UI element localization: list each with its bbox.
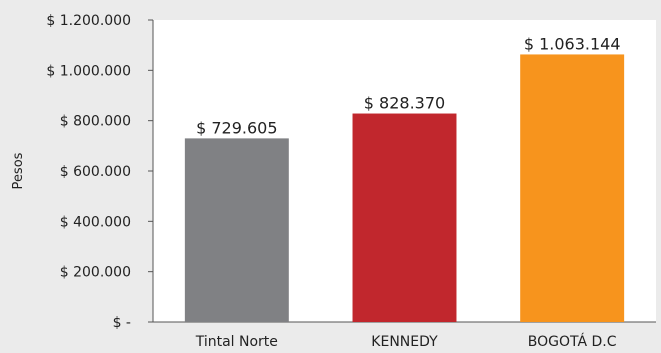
y-ticks: $ - $ 200.000 $ 400.000 $ 600.000 $ 800.000 $…	[46, 13, 153, 331]
y-tick-label: $ -	[113, 315, 131, 331]
y-tick-label: $ 200.000	[60, 265, 131, 281]
bar	[352, 113, 457, 322]
bars	[184, 54, 625, 323]
category-label: Tintal Norte	[195, 334, 278, 350]
data-labels: $ 729.605 $ 828.370 $ 1.063.144	[196, 34, 620, 137]
y-tick-label: $ 600.000	[60, 164, 131, 180]
y-tick-label: $ 1.200.000	[46, 13, 131, 29]
bar-value-label: $ 1.063.144	[524, 34, 621, 53]
y-axis-title: Pesos	[11, 152, 26, 189]
bar-value-label: $ 828.370	[364, 94, 445, 113]
bar-value-label: $ 729.605	[196, 118, 277, 137]
y-tick-label: $ 400.000	[60, 214, 131, 230]
category-label: BOGOTÁ D.C	[528, 333, 617, 350]
bar	[520, 54, 625, 323]
y-tick-label: $ 1.000.000	[46, 63, 131, 79]
category-label: KENNEDY	[371, 334, 438, 350]
bar	[184, 138, 289, 322]
y-tick-label: $ 800.000	[60, 114, 131, 130]
category-labels: Tintal Norte KENNEDY BOGOTÁ D.C	[195, 333, 617, 350]
